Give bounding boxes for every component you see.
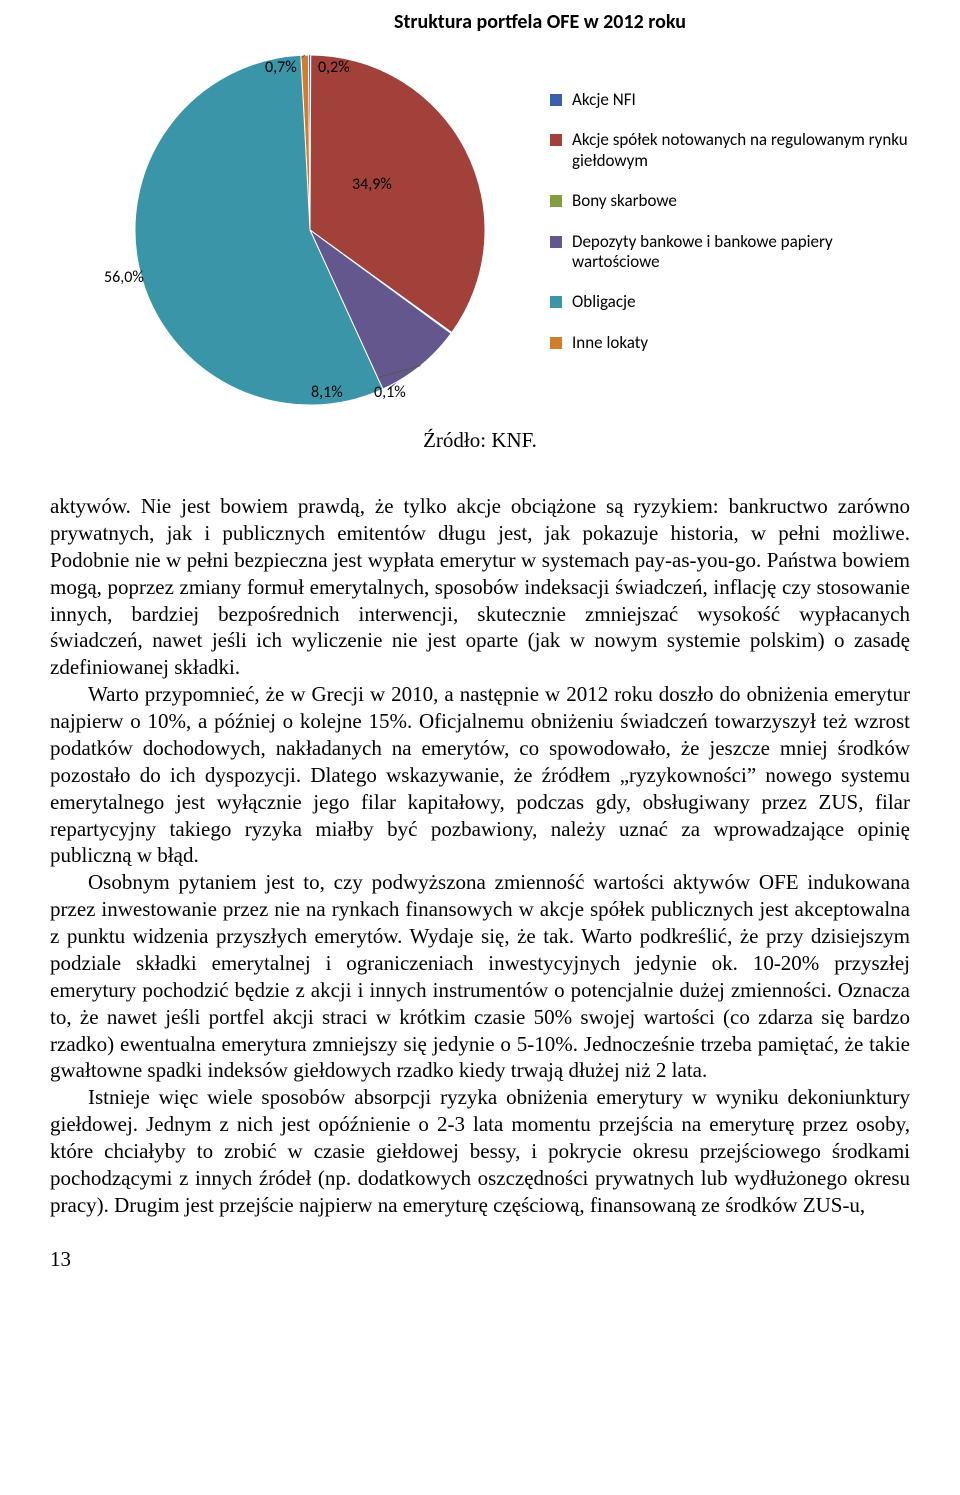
legend-label: Akcje spółek notowanych na regulowanym r…	[572, 130, 910, 171]
page-number: 13	[50, 1247, 910, 1272]
paragraph: Warto przypomnieć, że w Grecji w 2010, a…	[50, 681, 910, 869]
legend-swatch	[550, 94, 562, 106]
pie-label-akcje-spolek: 34,9%	[352, 175, 392, 194]
legend-item: Obligacje	[550, 292, 910, 312]
legend-swatch	[550, 296, 562, 308]
chart-legend: Akcje NFI Akcje spółek notowanych na reg…	[550, 40, 910, 373]
legend-swatch	[550, 134, 562, 146]
pie-chart-block: Struktura portfela OFE w 2012 roku 0,7% …	[50, 0, 910, 453]
legend-swatch	[550, 236, 562, 248]
body-text: aktywów. Nie jest bowiem prawdą, że tylk…	[50, 493, 910, 1219]
legend-item: Depozyty bankowe i bankowe papiery warto…	[550, 232, 910, 273]
pie-svg	[50, 40, 550, 420]
pie-label-inne-lokaty: 0,7%	[265, 58, 297, 77]
legend-swatch	[550, 337, 562, 349]
pie-label-akcje-nfi: 0,2%	[318, 58, 350, 77]
paragraph: Istnieje więc wiele sposobów absorpcji r…	[50, 1084, 910, 1218]
legend-item: Inne lokaty	[550, 333, 910, 353]
legend-label: Akcje NFI	[572, 90, 636, 110]
chart-title: Struktura portfela OFE w 2012 roku	[170, 10, 910, 34]
pie-chart: 0,7% 0,2% 34,9% 0,1% 8,1% 56,0%	[50, 40, 550, 420]
paragraph: aktywów. Nie jest bowiem prawdą, że tylk…	[50, 493, 910, 681]
pie-label-depozyty: 8,1%	[311, 383, 343, 402]
pie-label-obligacje: 56,0%	[104, 268, 144, 287]
legend-label: Inne lokaty	[572, 333, 648, 353]
paragraph: Osobnym pytaniem jest to, czy podwyższon…	[50, 869, 910, 1084]
legend-item: Bony skarbowe	[550, 191, 910, 211]
legend-label: Obligacje	[572, 292, 636, 312]
chart-source: Źródło: KNF.	[50, 428, 910, 453]
legend-label: Bony skarbowe	[572, 191, 677, 211]
legend-item: Akcje spółek notowanych na regulowanym r…	[550, 130, 910, 171]
pie-label-bony: 0,1%	[374, 383, 406, 402]
document-page: Struktura portfela OFE w 2012 roku 0,7% …	[0, 0, 960, 1312]
legend-item: Akcje NFI	[550, 90, 910, 110]
legend-swatch	[550, 195, 562, 207]
legend-label: Depozyty bankowe i bankowe papiery warto…	[572, 232, 910, 273]
chart-row: 0,7% 0,2% 34,9% 0,1% 8,1% 56,0% Akcje NF…	[50, 40, 910, 420]
